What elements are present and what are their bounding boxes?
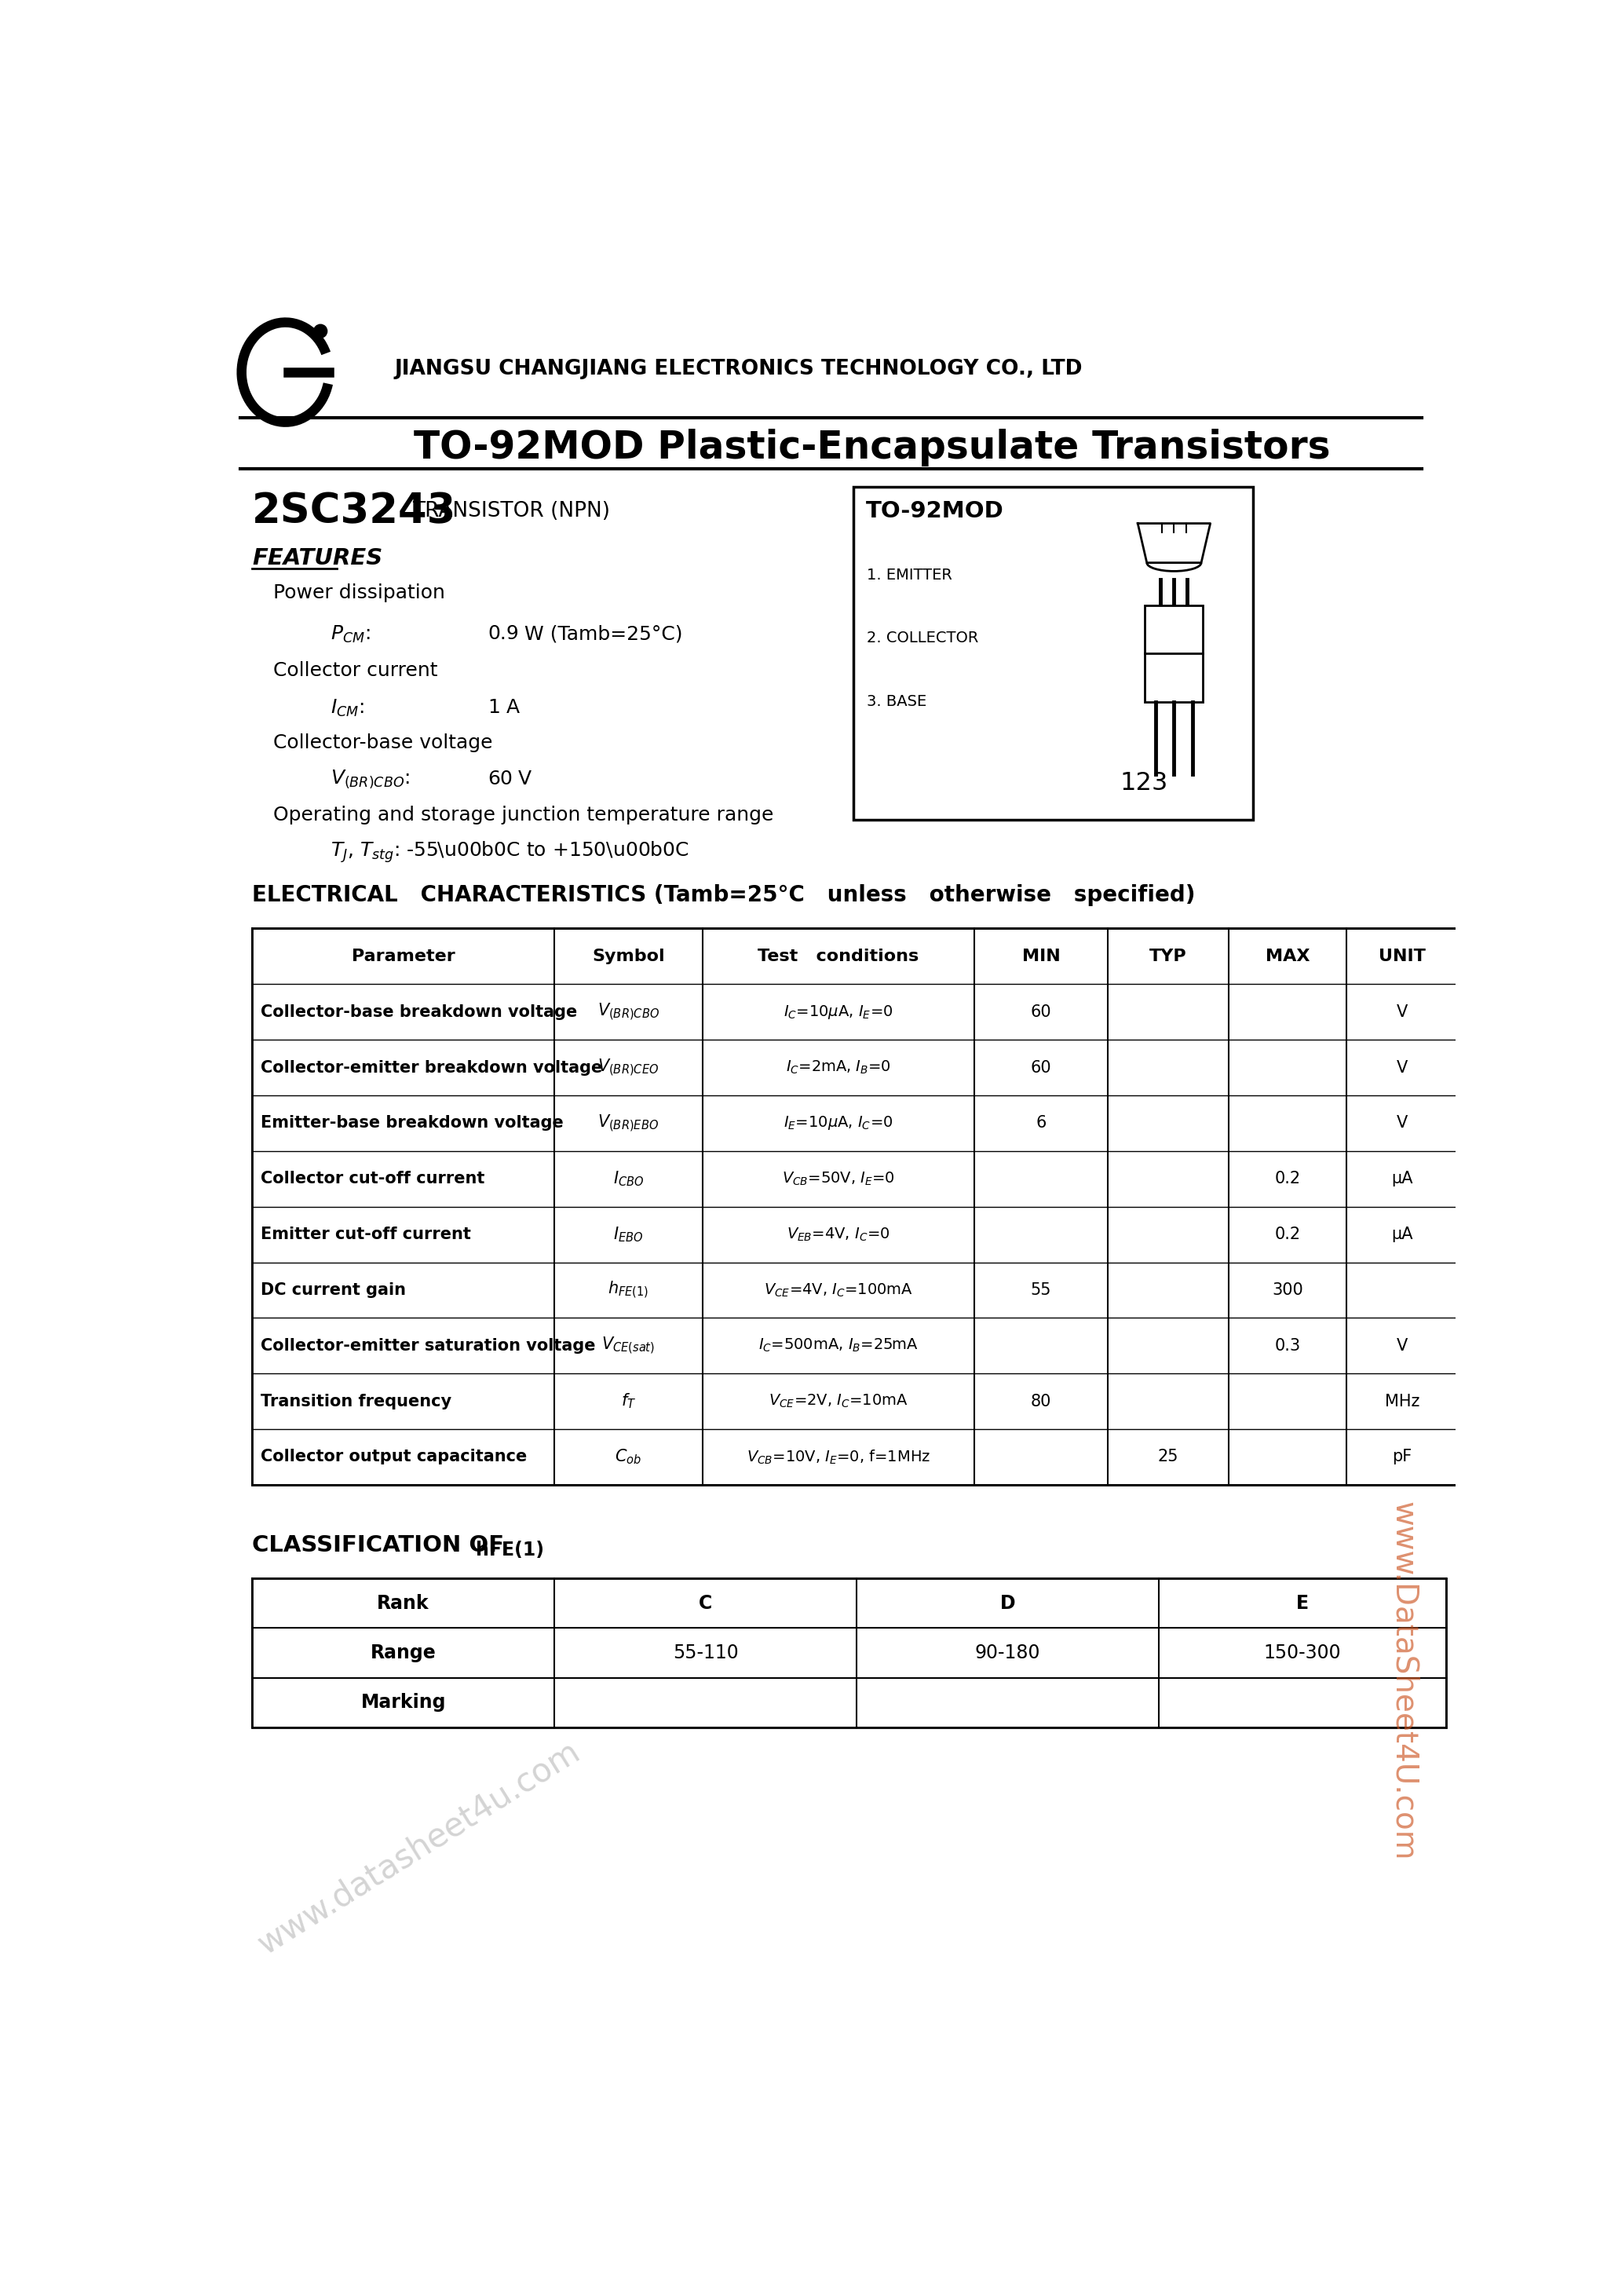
Text: ELECTRICAL   CHARACTERISTICS (Tamb=25°C   unless   otherwise   specified): ELECTRICAL CHARACTERISTICS (Tamb=25°C un…	[251, 884, 1195, 907]
Text: 0.2: 0.2	[1275, 1226, 1301, 1242]
Text: pF: pF	[1392, 1449, 1413, 1465]
Text: 0.9: 0.9	[488, 625, 519, 643]
Text: 0.2: 0.2	[1275, 1171, 1301, 1187]
Text: 60: 60	[1030, 1061, 1051, 1075]
Text: Symbol: Symbol	[592, 948, 665, 964]
Text: μA: μA	[1392, 1226, 1413, 1242]
Text: MIN: MIN	[1022, 948, 1061, 964]
Text: www.datasheet4u.com: www.datasheet4u.com	[251, 1733, 586, 1961]
Text: $I_C$=2mA, $I_B$=0: $I_C$=2mA, $I_B$=0	[787, 1058, 890, 1077]
Bar	[251, 1577, 1447, 1727]
Text: V: V	[1397, 1061, 1408, 1075]
Text: $V_{(BR)CBO}$: $V_{(BR)CBO}$	[597, 1001, 660, 1022]
Text: V: V	[1397, 1003, 1408, 1019]
Bar	[251, 928, 1458, 1486]
Text: $f_T$: $f_T$	[621, 1391, 636, 1410]
Text: Emitter-base breakdown voltage: Emitter-base breakdown voltage	[261, 1116, 563, 1132]
Text: 2. COLLECTOR: 2. COLLECTOR	[866, 631, 978, 645]
Text: Range: Range	[370, 1644, 436, 1662]
Text: Marking: Marking	[360, 1692, 446, 1713]
Text: TRANSISTOR (NPN): TRANSISTOR (NPN)	[412, 501, 610, 521]
Text: 90-180: 90-180	[975, 1644, 1041, 1662]
Circle shape	[313, 324, 328, 338]
Text: W (Tamb=25°C): W (Tamb=25°C)	[524, 625, 683, 643]
Polygon shape	[1137, 523, 1210, 563]
Text: Transition frequency: Transition frequency	[261, 1394, 451, 1410]
Text: 1: 1	[488, 698, 500, 716]
Bar	[853, 487, 1252, 820]
Text: FEATURES: FEATURES	[251, 546, 383, 569]
Text: 60: 60	[1030, 1003, 1051, 1019]
Text: Collector-base voltage: Collector-base voltage	[272, 732, 493, 753]
Text: $P_{CM}$:: $P_{CM}$:	[331, 625, 370, 645]
Text: E: E	[1296, 1593, 1309, 1612]
Text: Collector-emitter breakdown voltage: Collector-emitter breakdown voltage	[261, 1061, 602, 1075]
Text: $I_{CM}$:: $I_{CM}$:	[331, 698, 365, 719]
Text: $I_C$=10$\mu$A, $I_E$=0: $I_C$=10$\mu$A, $I_E$=0	[783, 1003, 894, 1022]
Text: $C_{ob}$: $C_{ob}$	[615, 1449, 642, 1467]
Text: $V_{CB}$=50V, $I_E$=0: $V_{CB}$=50V, $I_E$=0	[782, 1171, 895, 1187]
Text: A: A	[506, 698, 519, 716]
Text: Collector current: Collector current	[272, 661, 438, 680]
Text: V: V	[1397, 1339, 1408, 1355]
Text: $T_J$, $T_{stg}$: -55\u00b0C to +150\u00b0C: $T_J$, $T_{stg}$: -55\u00b0C to +150\u00…	[331, 840, 689, 863]
Text: 150-300: 150-300	[1264, 1644, 1341, 1662]
Text: Test   conditions: Test conditions	[757, 948, 920, 964]
Text: 123: 123	[1119, 771, 1168, 797]
Text: 80: 80	[1030, 1394, 1051, 1410]
Text: $V_{CB}$=10V, $I_E$=0, f=1MHz: $V_{CB}$=10V, $I_E$=0, f=1MHz	[746, 1449, 931, 1465]
Text: $I_C$=500mA, $I_B$=25mA: $I_C$=500mA, $I_B$=25mA	[759, 1336, 918, 1355]
Text: V: V	[1397, 1116, 1408, 1132]
Text: 3. BASE: 3. BASE	[866, 693, 926, 709]
Text: 60: 60	[488, 769, 513, 788]
Text: $I_E$=10$\mu$A, $I_C$=0: $I_E$=10$\mu$A, $I_C$=0	[783, 1114, 894, 1132]
Text: $I_{CBO}$: $I_{CBO}$	[613, 1169, 644, 1187]
Text: 6: 6	[1036, 1116, 1046, 1132]
Text: MHz: MHz	[1385, 1394, 1419, 1410]
Text: www.DataSheet4U.com: www.DataSheet4U.com	[1388, 1502, 1419, 1860]
Text: 0.3: 0.3	[1275, 1339, 1301, 1355]
Text: $V_{CE(sat)}$: $V_{CE(sat)}$	[602, 1336, 655, 1357]
Text: Rank: Rank	[378, 1593, 430, 1612]
Text: μA: μA	[1392, 1171, 1413, 1187]
Text: hFE(1): hFE(1)	[475, 1541, 543, 1559]
Text: TO-92MOD Plastic-Encapsulate Transistors: TO-92MOD Plastic-Encapsulate Transistors	[414, 429, 1330, 466]
Text: CLASSIFICATION OF: CLASSIFICATION OF	[251, 1534, 504, 1557]
Text: $V_{(BR)CBO}$:: $V_{(BR)CBO}$:	[331, 769, 410, 790]
Bar	[1145, 606, 1204, 703]
Text: Power dissipation: Power dissipation	[272, 583, 444, 602]
Text: Collector cut-off current: Collector cut-off current	[261, 1171, 485, 1187]
Text: $I_{EBO}$: $I_{EBO}$	[613, 1226, 644, 1244]
Text: MAX: MAX	[1265, 948, 1309, 964]
Text: TO-92MOD: TO-92MOD	[866, 501, 1004, 521]
Text: UNIT: UNIT	[1379, 948, 1426, 964]
Text: V: V	[517, 769, 532, 788]
Text: Operating and storage junction temperature range: Operating and storage junction temperatu…	[272, 806, 774, 824]
Text: C: C	[699, 1593, 712, 1612]
Text: Collector output capacitance: Collector output capacitance	[261, 1449, 527, 1465]
Text: JIANGSU CHANGJIANG ELECTRONICS TECHNOLOGY CO., LTD: JIANGSU CHANGJIANG ELECTRONICS TECHNOLOG…	[394, 358, 1082, 379]
Text: Parameter: Parameter	[352, 948, 456, 964]
Text: 2SC3243: 2SC3243	[251, 491, 456, 533]
Text: TYP: TYP	[1150, 948, 1187, 964]
Text: 300: 300	[1272, 1281, 1302, 1297]
Text: $V_{EB}$=4V, $I_C$=0: $V_{EB}$=4V, $I_C$=0	[787, 1226, 890, 1242]
Text: Emitter cut-off current: Emitter cut-off current	[261, 1226, 470, 1242]
Text: 55: 55	[1030, 1281, 1051, 1297]
Text: $V_{(BR)EBO}$: $V_{(BR)EBO}$	[599, 1114, 659, 1134]
Text: 1. EMITTER: 1. EMITTER	[866, 567, 952, 583]
Text: $h_{FE(1)}$: $h_{FE(1)}$	[608, 1279, 649, 1300]
Text: Collector-emitter saturation voltage: Collector-emitter saturation voltage	[261, 1339, 595, 1355]
Text: D: D	[1001, 1593, 1015, 1612]
Text: Collector-base breakdown voltage: Collector-base breakdown voltage	[261, 1003, 577, 1019]
Text: 25: 25	[1158, 1449, 1179, 1465]
Text: 55-110: 55-110	[673, 1644, 738, 1662]
Text: $V_{CE}$=2V, $I_C$=10mA: $V_{CE}$=2V, $I_C$=10mA	[769, 1394, 908, 1410]
Text: $V_{(BR)CEO}$: $V_{(BR)CEO}$	[599, 1056, 659, 1079]
Text: DC current gain: DC current gain	[261, 1281, 406, 1297]
Text: $V_{CE}$=4V, $I_C$=100mA: $V_{CE}$=4V, $I_C$=100mA	[764, 1281, 913, 1300]
